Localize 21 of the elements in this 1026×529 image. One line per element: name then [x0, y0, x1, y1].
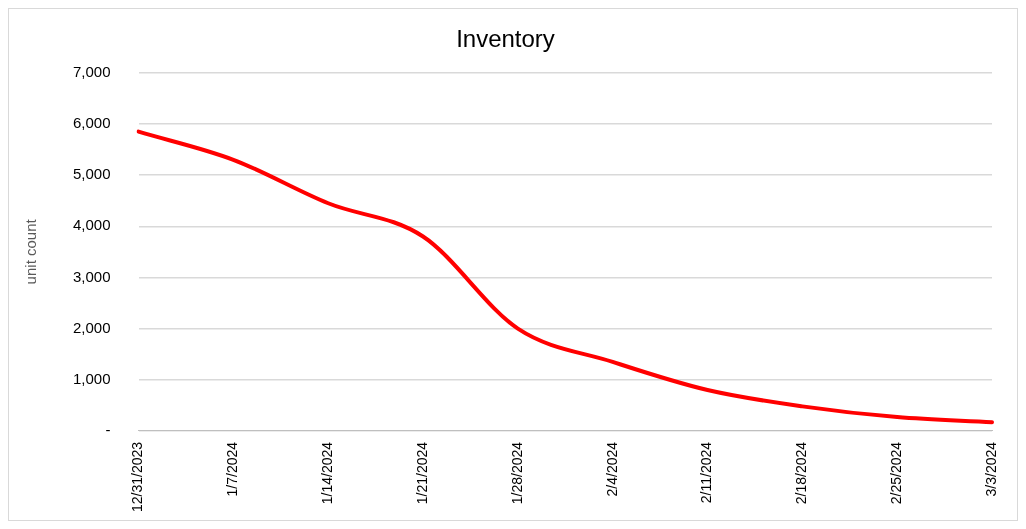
y-tick-label: 1,000 [72, 369, 111, 387]
line-series [136, 129, 994, 425]
chart-title: Inventory [456, 25, 555, 53]
y-tick-label: 2,000 [72, 318, 111, 336]
x-tick-label: 2/11/2024 [698, 441, 715, 504]
y-tick-label: 5,000 [72, 165, 111, 183]
x-tick-label: 1/7/2024 [224, 441, 241, 497]
x-tick-label: 1/28/2024 [508, 441, 525, 505]
y-tick-label: 7,000 [72, 62, 111, 80]
x-tick-label: 3/3/2024 [982, 441, 999, 497]
x-tick-label: 1/14/2024 [319, 441, 336, 505]
y-tick-label: - [105, 421, 111, 439]
x-tick-label: 2/25/2024 [888, 441, 905, 505]
y-tick-label: 4,000 [72, 216, 111, 234]
y-tick-label: 6,000 [72, 114, 111, 132]
y-axis-title: unit count [22, 218, 40, 285]
y-tick-label: 3,000 [72, 267, 111, 285]
x-tick-label: 1/21/2024 [413, 441, 430, 505]
x-tick-label: 12/31/2023 [129, 441, 146, 513]
x-tick-label: 2/18/2024 [793, 441, 810, 505]
x-tick-label: 2/4/2024 [603, 441, 620, 497]
